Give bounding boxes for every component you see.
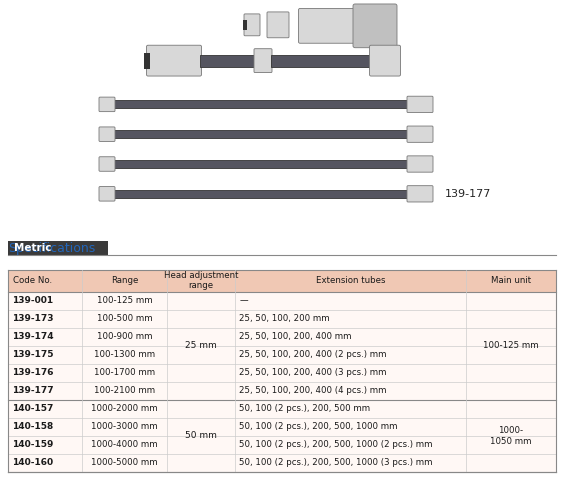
Bar	[8, 292, 556, 310]
Text: 1000-3000 mm: 1000-3000 mm	[91, 422, 158, 431]
Text: 139-177: 139-177	[12, 386, 54, 395]
FancyBboxPatch shape	[99, 127, 115, 142]
Bar	[8, 418, 556, 436]
Bar	[8, 454, 556, 472]
FancyBboxPatch shape	[147, 45, 201, 76]
FancyBboxPatch shape	[244, 14, 260, 36]
Text: 50, 100 (2 pcs.), 200, 500, 1000 (2 pcs.) mm: 50, 100 (2 pcs.), 200, 500, 1000 (2 pcs.…	[240, 440, 433, 449]
Text: 100-125 mm: 100-125 mm	[483, 341, 539, 350]
Text: 25, 50, 100, 200, 400 (3 pcs.) mm: 25, 50, 100, 200, 400 (3 pcs.) mm	[240, 368, 387, 377]
Text: 139-173: 139-173	[12, 314, 54, 323]
Bar	[8, 270, 556, 292]
Bar	[112, 130, 420, 138]
Text: 100-500 mm: 100-500 mm	[96, 314, 152, 323]
Text: 140-157: 140-157	[12, 405, 54, 414]
FancyBboxPatch shape	[99, 157, 115, 171]
Text: 25, 50, 100, 200, 400 (2 pcs.) mm: 25, 50, 100, 200, 400 (2 pcs.) mm	[240, 350, 387, 359]
Text: 1000-5000 mm: 1000-5000 mm	[91, 458, 158, 468]
Text: 100-1300 mm: 100-1300 mm	[94, 350, 155, 359]
Text: 1000-
1050 mm: 1000- 1050 mm	[490, 426, 531, 446]
FancyBboxPatch shape	[298, 8, 377, 43]
Text: 100-125 mm: 100-125 mm	[96, 296, 152, 305]
Text: 100-2100 mm: 100-2100 mm	[94, 386, 155, 395]
Text: 50 mm: 50 mm	[185, 431, 217, 440]
Text: 140-158: 140-158	[12, 422, 53, 431]
Text: 139-001: 139-001	[12, 296, 53, 305]
Bar	[271, 55, 371, 67]
Text: 50, 100 (2 pcs.), 200, 500 mm: 50, 100 (2 pcs.), 200, 500 mm	[240, 405, 371, 414]
Bar	[8, 346, 556, 364]
Bar	[112, 160, 420, 168]
FancyBboxPatch shape	[407, 186, 433, 202]
FancyBboxPatch shape	[407, 126, 433, 142]
Bar	[8, 328, 556, 346]
Bar	[8, 400, 556, 418]
Text: 25, 50, 100, 200, 400 (4 pcs.) mm: 25, 50, 100, 200, 400 (4 pcs.) mm	[240, 386, 387, 395]
Text: 50, 100 (2 pcs.), 200, 500, 1000 mm: 50, 100 (2 pcs.), 200, 500, 1000 mm	[240, 422, 398, 431]
Bar	[8, 364, 556, 382]
Text: 1000-2000 mm: 1000-2000 mm	[91, 405, 158, 414]
Text: 100-900 mm: 100-900 mm	[96, 332, 152, 341]
Text: Range: Range	[111, 276, 138, 285]
FancyBboxPatch shape	[99, 186, 115, 201]
Text: Head adjustment
range: Head adjustment range	[164, 271, 239, 290]
Text: 139-176: 139-176	[12, 368, 54, 377]
Text: 139-174: 139-174	[12, 332, 54, 341]
Bar	[243, 20, 247, 30]
Text: 1000-4000 mm: 1000-4000 mm	[91, 440, 158, 449]
Bar	[112, 100, 420, 108]
Text: 139-177: 139-177	[445, 189, 491, 199]
FancyBboxPatch shape	[407, 156, 433, 172]
Text: Metric: Metric	[14, 243, 51, 252]
Text: 25, 50, 100, 200 mm: 25, 50, 100, 200 mm	[240, 314, 330, 323]
Text: 25 mm: 25 mm	[186, 341, 217, 350]
Text: Code No.: Code No.	[13, 276, 52, 285]
Bar	[144, 53, 150, 69]
Bar	[8, 241, 108, 254]
FancyBboxPatch shape	[99, 97, 115, 112]
Text: Extension tubes: Extension tubes	[316, 276, 385, 285]
Bar	[8, 436, 556, 454]
Bar	[8, 310, 556, 328]
Text: 140-160: 140-160	[12, 458, 53, 468]
Text: —: —	[240, 296, 248, 305]
Text: 140-159: 140-159	[12, 440, 54, 449]
Bar	[200, 55, 255, 67]
Text: 100-1700 mm: 100-1700 mm	[94, 368, 155, 377]
FancyBboxPatch shape	[267, 12, 289, 38]
Text: 25, 50, 100, 200, 400 mm: 25, 50, 100, 200, 400 mm	[240, 332, 352, 341]
Bar	[8, 382, 556, 400]
Text: 139-175: 139-175	[12, 350, 54, 359]
Text: 50, 100 (2 pcs.), 200, 500, 1000 (3 pcs.) mm: 50, 100 (2 pcs.), 200, 500, 1000 (3 pcs.…	[240, 458, 433, 468]
FancyBboxPatch shape	[254, 49, 272, 73]
Text: Main unit: Main unit	[491, 276, 531, 285]
Text: Specifications: Specifications	[8, 242, 95, 254]
FancyBboxPatch shape	[353, 4, 397, 48]
FancyBboxPatch shape	[407, 96, 433, 112]
Bar	[112, 190, 420, 198]
FancyBboxPatch shape	[369, 45, 400, 76]
